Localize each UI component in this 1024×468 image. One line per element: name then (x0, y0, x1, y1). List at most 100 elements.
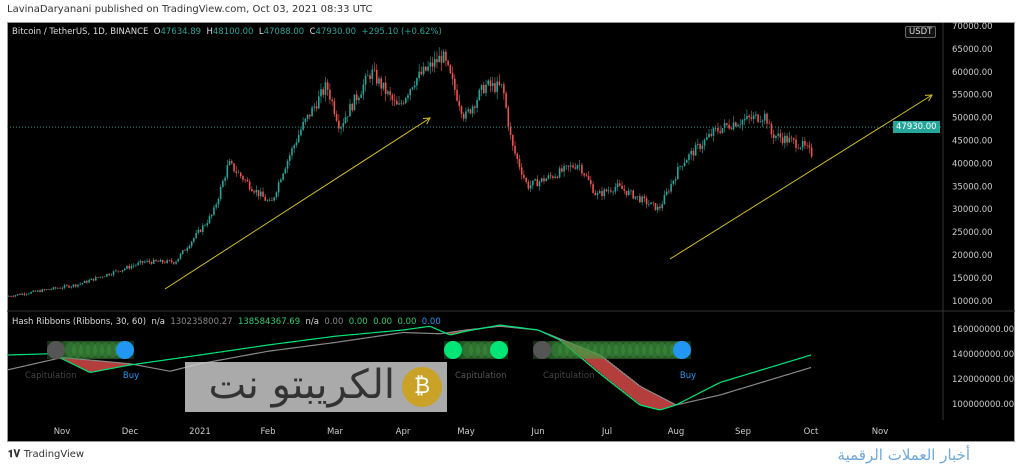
candle-body (462, 113, 465, 119)
chart-frame[interactable] (7, 22, 1015, 442)
capitulation-fill (73, 358, 75, 365)
price-tick-label: 60000.00 (952, 68, 993, 78)
candle-body (324, 82, 327, 95)
candle-body (144, 261, 146, 263)
candle-body (723, 123, 726, 129)
candle-body (507, 107, 510, 127)
signal-label-buy: Buy (680, 371, 696, 381)
indicator-title[interactable]: Hash Ribbons (Ribbons, 30, 60) (12, 317, 147, 327)
candle-body (801, 141, 804, 148)
capitulation-fill (89, 359, 91, 373)
candle-body (300, 129, 302, 136)
candle-body (639, 196, 641, 203)
candle-body (313, 106, 316, 108)
candle-body (246, 179, 249, 182)
price-tick-label: 35000.00 (952, 182, 993, 192)
bitcoin-logo-icon: ₿ (402, 367, 442, 407)
capitulation-fill (669, 401, 671, 408)
candle-body (400, 103, 403, 104)
signal-label-capitulation: Capitulation (543, 371, 594, 381)
candle-body (284, 168, 287, 174)
candle-body (487, 80, 490, 85)
signal-start-dot (533, 341, 551, 359)
time-tick-label: Sep (735, 427, 751, 437)
candle-body (500, 84, 503, 86)
capitulation-fill (101, 361, 103, 371)
candle-body (275, 192, 278, 198)
candle-body (491, 83, 494, 87)
candle-body (503, 84, 505, 94)
candle-body (627, 190, 630, 195)
candle-body (393, 99, 396, 101)
candle-body (286, 160, 289, 169)
candle-body (112, 271, 115, 275)
candle-body (661, 204, 663, 209)
capitulation-fill (577, 345, 579, 355)
candle-body (663, 194, 666, 205)
close-value: 47930.00 (315, 27, 357, 37)
candle-body (219, 187, 222, 199)
candle-body (186, 248, 188, 251)
price-tick-label: 45000.00 (952, 137, 993, 147)
signal-dot (79, 341, 97, 359)
candle-body (438, 55, 440, 63)
signal-dot (628, 341, 646, 359)
candle-body (41, 289, 44, 293)
capitulation-fill (65, 357, 67, 361)
candle-body (398, 103, 400, 105)
capitulation-fill (611, 363, 613, 383)
candle-body (699, 143, 701, 149)
signal-dot (476, 341, 494, 359)
candle-body (563, 166, 565, 172)
signal-dot (100, 341, 118, 359)
high-value: 48100.00 (212, 27, 254, 37)
tradingview-logo[interactable]: 𝟏𝐕 TradingView (8, 449, 85, 460)
candle-body (222, 180, 224, 188)
signal-dot (614, 341, 632, 359)
candle-body (768, 123, 771, 125)
candle-body (159, 259, 162, 262)
candle-body (237, 172, 240, 174)
capitulation-fill (581, 347, 583, 358)
candle-body (616, 183, 619, 188)
capitulation-fill (449, 332, 451, 335)
candle-body (808, 145, 811, 148)
candle-body (164, 262, 166, 264)
candle-body (433, 59, 436, 67)
candle-body (333, 101, 336, 115)
candle-body (317, 96, 320, 109)
candle-body (496, 81, 498, 93)
candle-body (242, 176, 244, 180)
candle-body (121, 269, 124, 272)
candle-body (39, 290, 41, 293)
candle-body (288, 155, 291, 161)
candle-body (445, 51, 447, 61)
candle-body (271, 200, 273, 201)
candle-body (65, 285, 68, 287)
candle-body (320, 89, 322, 97)
candle-body (146, 260, 148, 262)
capitulation-fill (125, 363, 127, 366)
capitulation-fill (119, 362, 121, 368)
signal-label-capitulation: Capitulation (25, 371, 76, 381)
candle-body (514, 145, 516, 154)
candle-body (175, 261, 177, 264)
candle-body (614, 187, 617, 192)
capitulation-fill (91, 360, 93, 373)
candle-body (677, 166, 679, 180)
capitulation-fill (455, 331, 457, 334)
capitulation-fill (115, 362, 117, 368)
candle-body (161, 259, 164, 263)
candle-body (349, 103, 351, 117)
candle-body (454, 78, 456, 90)
capitulation-fill (665, 399, 667, 409)
candle-body (213, 207, 215, 215)
watermark-title: الكريبتو نت (208, 362, 395, 408)
candle-body (804, 141, 806, 146)
candle-body (489, 80, 492, 87)
candle-body (177, 258, 180, 262)
currency-badge[interactable]: USDT (905, 26, 937, 38)
time-tick-label: Aug (668, 427, 685, 437)
candle-body (705, 137, 708, 140)
